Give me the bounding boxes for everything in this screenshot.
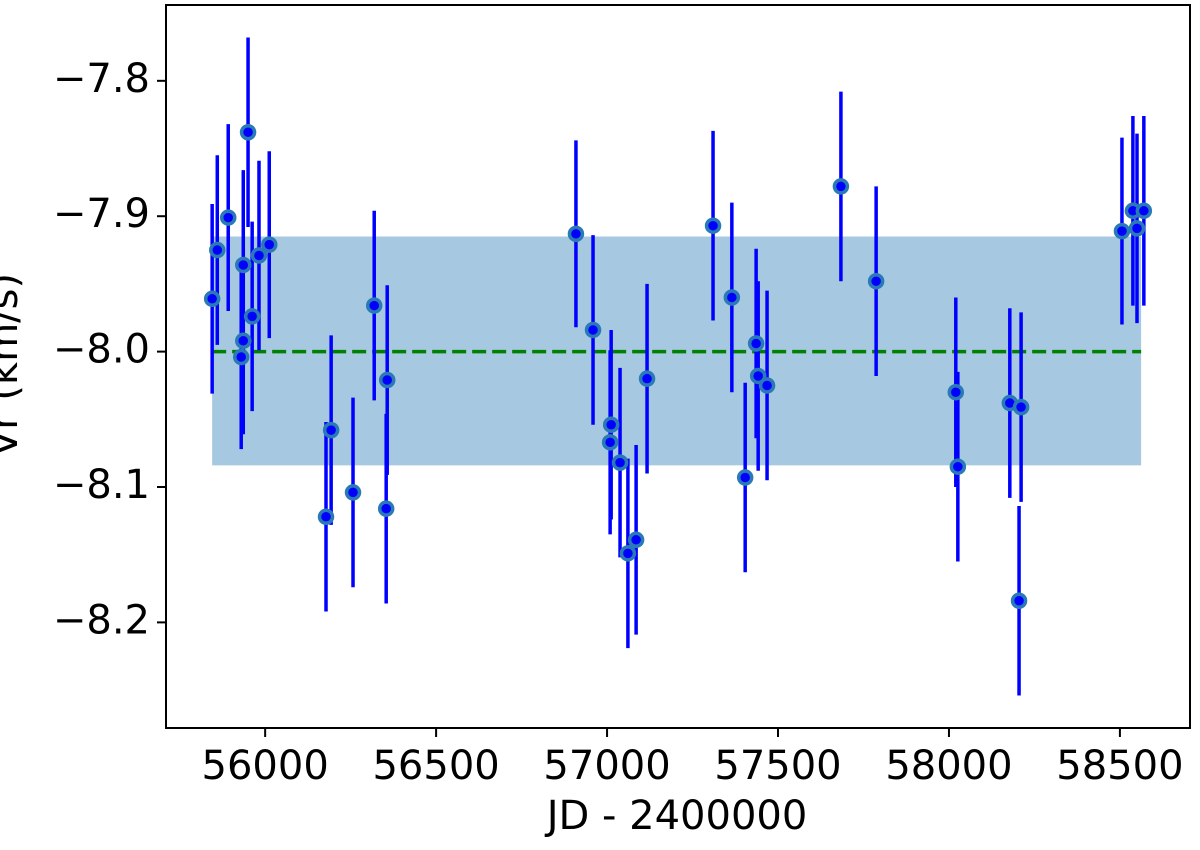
data-point — [749, 367, 767, 385]
data-point — [947, 383, 965, 401]
data-point — [203, 290, 221, 308]
data-point — [1128, 220, 1146, 237]
y-tick-label: −7.8 — [53, 56, 150, 102]
data-point — [317, 508, 335, 526]
x-tick-label: 56500 — [372, 743, 499, 789]
data-point — [1113, 222, 1131, 240]
data-point — [619, 545, 637, 562]
data-point — [235, 256, 252, 274]
data-point — [365, 297, 383, 314]
data-point — [344, 484, 362, 501]
x-tick-label: 57000 — [543, 743, 670, 789]
data-point — [1012, 398, 1030, 416]
data-point — [601, 434, 619, 451]
data-point — [584, 321, 602, 339]
data-point — [611, 454, 629, 471]
x-tick-label: 57500 — [714, 743, 841, 789]
data-point — [758, 377, 776, 394]
data-point — [243, 308, 261, 325]
y-tick-label: −8.0 — [53, 327, 150, 373]
plot-frame — [165, 4, 1191, 729]
data-point — [378, 371, 396, 389]
data-point — [567, 225, 585, 243]
x-tick-label: 58500 — [1056, 743, 1183, 789]
x-tick-label: 56000 — [202, 743, 329, 789]
x-axis-label: JD - 2400000 — [544, 793, 808, 839]
data-point — [1010, 592, 1028, 609]
data-point — [832, 178, 850, 195]
data-point — [250, 247, 268, 264]
data-point — [704, 217, 722, 234]
y-axis-label: Vr (km/s) — [0, 273, 27, 457]
data-point — [209, 241, 226, 259]
data-point — [232, 348, 250, 366]
x-tick-label: 58000 — [885, 743, 1012, 789]
data-point — [219, 209, 237, 226]
data-point — [602, 416, 620, 433]
data-point — [235, 332, 252, 350]
data-point — [261, 236, 278, 253]
data-point — [322, 421, 340, 439]
y-tick-label: −8.1 — [53, 462, 150, 508]
data-point — [377, 500, 395, 517]
data-point — [867, 272, 885, 290]
data-point — [736, 469, 754, 486]
data-point — [627, 531, 645, 549]
data-point — [723, 289, 741, 306]
data-point — [747, 335, 765, 352]
data-point — [949, 458, 967, 475]
data-point — [1135, 202, 1153, 220]
y-tick-label: −8.2 — [53, 597, 150, 643]
data-point — [239, 124, 257, 141]
y-tick-label: −7.9 — [53, 191, 150, 237]
data-point — [638, 370, 656, 387]
